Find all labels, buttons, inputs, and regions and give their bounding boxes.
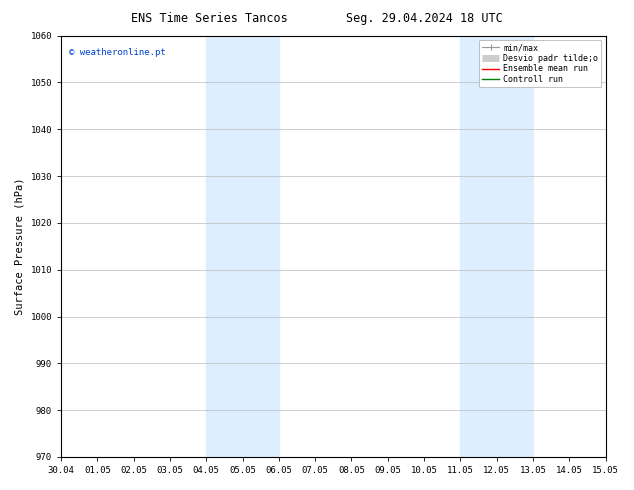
Legend: min/max, Desvio padr tilde;o, Ensemble mean run, Controll run: min/max, Desvio padr tilde;o, Ensemble m… <box>479 40 602 88</box>
Text: ENS Time Series Tancos: ENS Time Series Tancos <box>131 12 288 25</box>
Bar <box>460 36 533 457</box>
Text: © weatheronline.pt: © weatheronline.pt <box>69 49 166 57</box>
Text: Seg. 29.04.2024 18 UTC: Seg. 29.04.2024 18 UTC <box>346 12 503 25</box>
Bar <box>206 36 279 457</box>
Y-axis label: Surface Pressure (hPa): Surface Pressure (hPa) <box>15 177 25 315</box>
